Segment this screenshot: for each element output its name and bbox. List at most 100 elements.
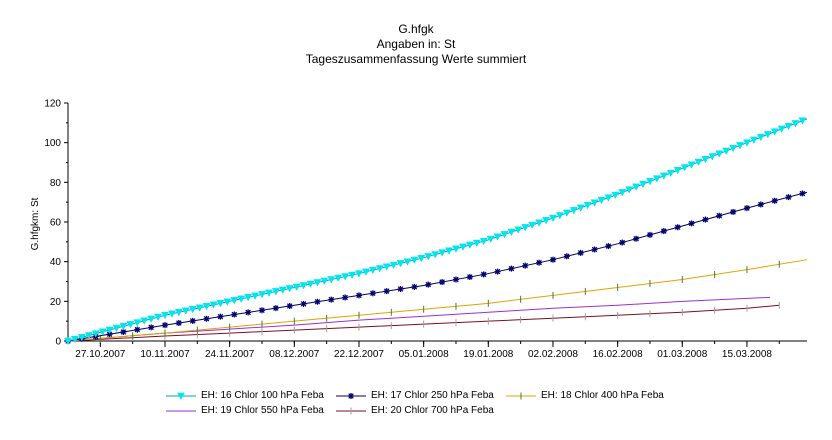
series-0-marker-5 — [98, 328, 107, 336]
series-0-marker-63 — [500, 231, 509, 239]
series-1-marker-47-d2 — [716, 213, 723, 219]
series-1-marker-36 — [563, 253, 570, 260]
series-0-marker-22 — [216, 300, 225, 308]
chart-subtitle-2: Tageszusammenfassung Werte summiert — [305, 52, 527, 66]
series-1-marker-33-d2 — [522, 262, 529, 269]
series-1-marker-26 — [425, 281, 432, 288]
series-0-marker-25 — [237, 295, 246, 303]
series-1-marker-6-d2 — [148, 324, 154, 331]
series-1-marker-45-d2 — [688, 220, 695, 227]
series-1-marker-52-d2 — [785, 194, 792, 200]
series-1-marker-42-d2 — [647, 232, 653, 238]
series-1-marker-44 — [674, 224, 681, 231]
series-0-marker-48 — [396, 260, 405, 268]
series-1-marker-21-d2 — [356, 292, 362, 299]
legend-label-4: EH: 20 Chlor 700 hPa Feba — [371, 405, 494, 416]
series-0-marker-30 — [271, 288, 280, 296]
series-0-marker-105 — [791, 120, 800, 128]
y-tick-label-0: 0 — [55, 337, 61, 348]
series-0-marker-78 — [604, 194, 613, 202]
series-1-marker-46-d2 — [702, 216, 709, 223]
series-0-marker-90 — [687, 161, 696, 169]
series-1 — [65, 190, 808, 344]
series-1-marker-7 — [161, 322, 168, 329]
series-4 — [67, 301, 780, 345]
series-0-marker-44 — [368, 266, 377, 275]
series-0-marker-91 — [694, 158, 703, 167]
series-1-marker-34-d2 — [536, 259, 542, 266]
series-0-marker-83 — [639, 180, 647, 189]
series-1-marker-17 — [300, 300, 307, 307]
series-0-marker-52 — [424, 253, 433, 261]
series-1-marker-29 — [466, 273, 473, 280]
series-1-marker-32-d2 — [508, 265, 515, 272]
series-1-marker-50 — [757, 201, 764, 208]
series-1-marker-43-d2 — [661, 228, 667, 234]
series-1-marker-40 — [619, 239, 626, 246]
series-1-marker-51-d2 — [771, 198, 778, 204]
series-1-marker-23-d2 — [383, 288, 390, 294]
series-0-marker-102 — [770, 128, 779, 136]
series-0-marker-47 — [389, 261, 398, 270]
series-1-marker-26-d2 — [425, 281, 432, 288]
series-0-marker-32 — [285, 285, 294, 293]
series-0-marker-49 — [403, 258, 412, 266]
series-1-marker-39 — [605, 243, 612, 250]
series-0-marker-40 — [341, 273, 350, 281]
series-1-marker-19-d2 — [328, 296, 335, 303]
series-0-marker-41 — [348, 271, 356, 280]
series-0-marker-27 — [251, 292, 259, 300]
x-tick-label-6: 19.01.2008 — [463, 349, 513, 360]
series-0-marker-94 — [715, 150, 724, 158]
series-0-marker-87 — [666, 169, 675, 178]
legend-item-3: EH: 19 Chlor 550 hPa Feba — [165, 405, 335, 416]
x-tick-label-4: 22.12.2007 — [334, 349, 384, 360]
series-1-marker-36-d2 — [564, 253, 570, 260]
series-0-marker-53 — [431, 251, 440, 259]
series-1-marker-25-d2 — [411, 284, 418, 290]
series-1-marker-9 — [189, 317, 196, 324]
legend-label-2: EH: 18 Chlor 400 hPa Feba — [541, 390, 664, 401]
series-1-marker-3-d2 — [106, 331, 113, 337]
legend-marker-0 — [177, 392, 185, 400]
series-1-marker-16 — [286, 303, 293, 310]
series-0-marker-45 — [375, 265, 384, 273]
series-1-marker-32 — [508, 265, 515, 272]
series-0-marker-1 — [71, 335, 79, 344]
series-2 — [67, 259, 808, 345]
series-1-marker-20 — [342, 294, 349, 301]
series-1-marker-50-d2 — [758, 201, 764, 208]
chart-titles: G.hfgk Angaben in: St Tageszusammenfassu… — [0, 22, 832, 67]
series-0-marker-101 — [763, 131, 772, 139]
y-tick-label-1: 20 — [50, 297, 62, 308]
series-0-marker-61 — [486, 235, 495, 244]
series-0-marker-98 — [743, 139, 751, 147]
series-1-marker-48 — [730, 208, 737, 215]
series-0-marker-34 — [299, 282, 308, 290]
y-tick-label-4: 80 — [50, 178, 62, 189]
series-0-marker-36 — [313, 279, 322, 287]
series-1-marker-49-d2 — [744, 205, 750, 211]
series-0-marker-80 — [618, 189, 627, 197]
series-1-marker-28-d2 — [453, 276, 459, 283]
series-0-marker-13 — [154, 313, 162, 322]
series-1-marker-18 — [314, 298, 321, 305]
series-0-marker-7 — [112, 324, 121, 333]
series-0-marker-37 — [320, 277, 329, 286]
series-1-marker-9-d2 — [189, 318, 196, 324]
series-0-marker-24 — [230, 297, 239, 305]
x-tick-label-10: 15.03.2008 — [722, 349, 772, 360]
y-tick-label-2: 40 — [50, 257, 62, 268]
series-0-marker-64 — [507, 228, 516, 237]
series-0-marker-10 — [133, 319, 142, 327]
series-1-marker-24 — [397, 286, 404, 293]
series-1-marker-37 — [577, 249, 584, 256]
x-tick-label-3: 08.12.2007 — [269, 349, 319, 360]
series-1-marker-48-d2 — [730, 209, 736, 215]
series-1-marker-14 — [258, 307, 265, 314]
series-0-marker-75 — [583, 202, 592, 210]
series-0-marker-3 — [84, 332, 93, 340]
series-0-marker-19 — [195, 304, 204, 312]
series-1-marker-23 — [383, 288, 390, 295]
series-1-marker-6 — [148, 324, 155, 331]
